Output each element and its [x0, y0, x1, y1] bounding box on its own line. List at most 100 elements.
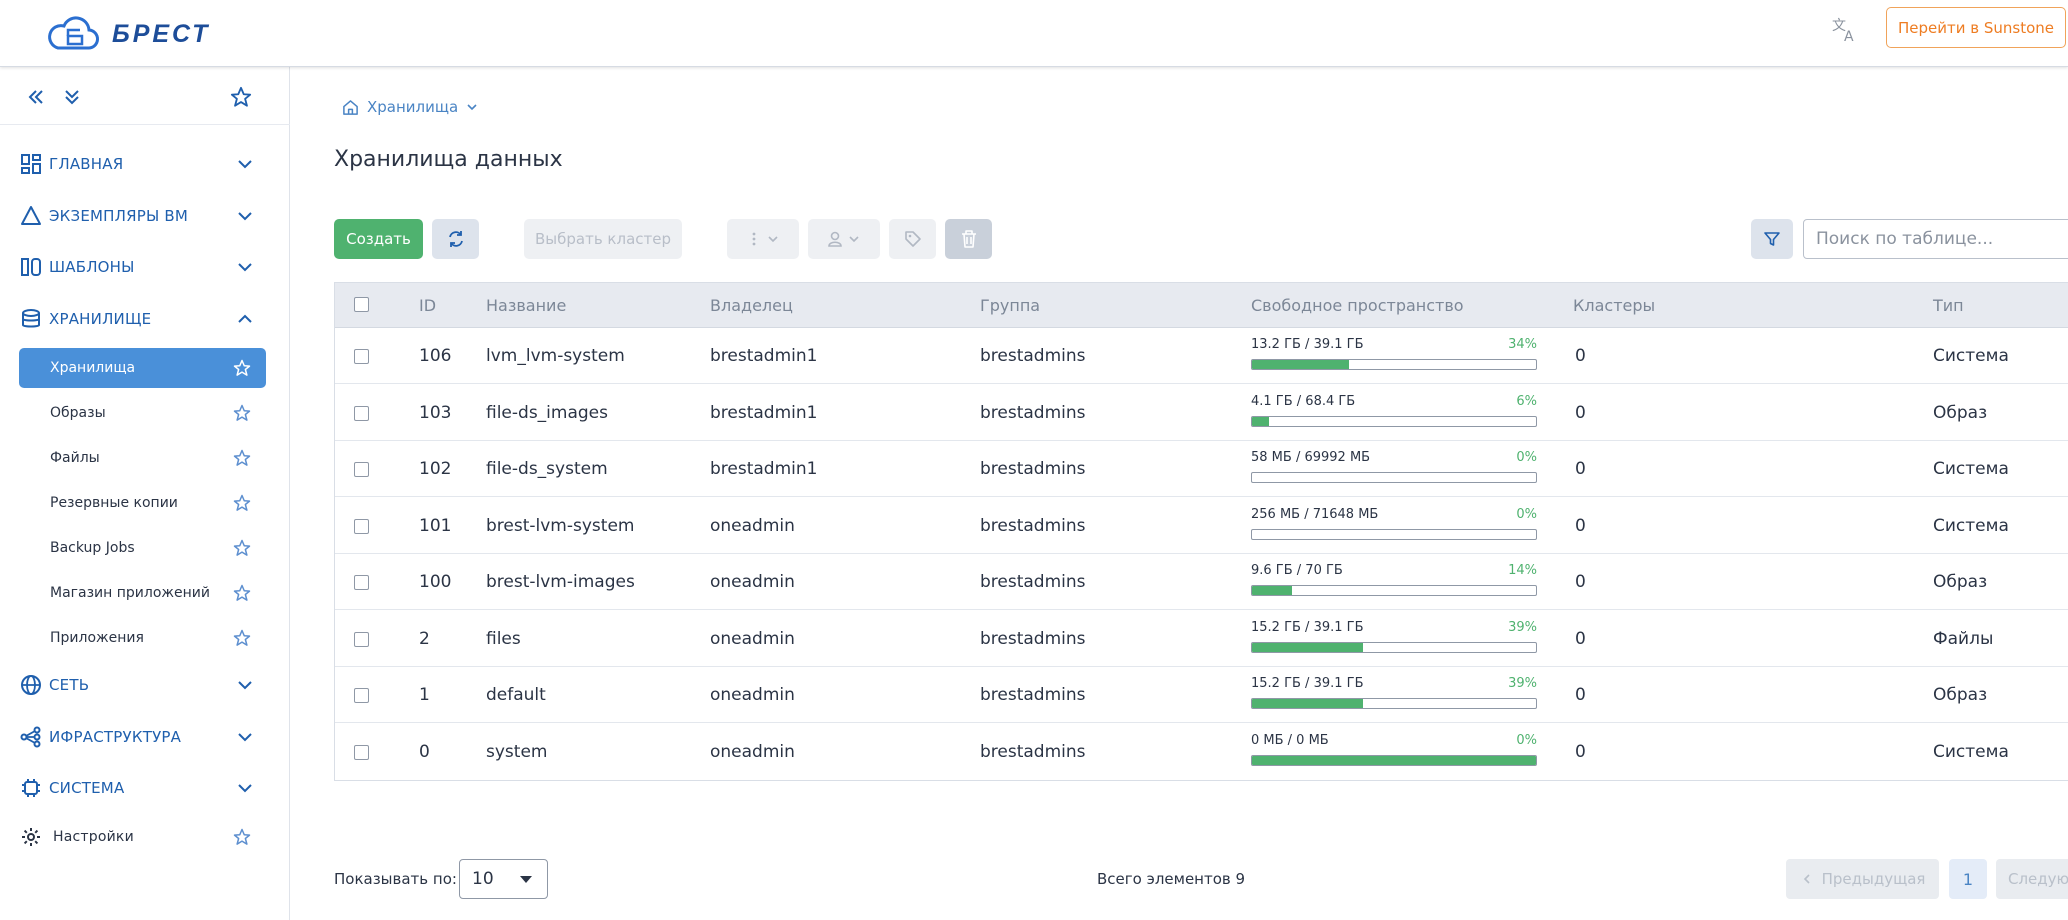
row-checkbox[interactable]	[354, 349, 369, 364]
per-page-value: 10	[472, 869, 494, 889]
labels-button[interactable]	[889, 219, 936, 259]
per-page-select[interactable]: 10	[459, 859, 548, 899]
table-row[interactable]: 2 files oneadmin brestadmins 0 Файлы 15.2 ГБ /…	[335, 611, 2068, 667]
sidebar-item-label: Хранилища	[50, 360, 136, 376]
cell-name: default	[486, 685, 546, 705]
change-owner-button[interactable]	[808, 219, 880, 259]
chevron-down-icon	[238, 733, 252, 742]
cell-name: brest-lvm-images	[486, 572, 635, 592]
capacity-cell: 0 МБ / 0 МБ 0%	[1251, 732, 1537, 772]
sidebar-item-label: Резервные копии	[50, 495, 178, 511]
sidebar-section-templates[interactable]: ШАБЛОНЫ	[0, 247, 290, 287]
row-checkbox[interactable]	[354, 462, 369, 477]
expand-double-chevron-down-icon[interactable]	[62, 87, 82, 107]
sidebar-section-network[interactable]: СЕТЬ	[0, 665, 290, 705]
star-icon[interactable]	[230, 86, 252, 108]
sidebar-section-storage[interactable]: ХРАНИЛИЩЕ	[0, 299, 290, 339]
star-icon[interactable]	[233, 828, 251, 846]
sidebar-item-backup-jobs[interactable]: Backup Jobs	[19, 528, 266, 568]
sidebar-item-datastores[interactable]: Хранилища	[19, 348, 266, 388]
star-icon[interactable]	[233, 584, 251, 602]
sidebar-controls	[0, 67, 290, 125]
delete-button[interactable]	[945, 219, 992, 259]
sidebar-item-marketplaces[interactable]: Магазин приложений	[19, 573, 266, 613]
row-checkbox[interactable]	[354, 744, 369, 760]
go-to-sunstone-button[interactable]: Перейти в Sunstone	[1886, 7, 2066, 48]
column-header-name[interactable]: Название	[486, 296, 567, 315]
star-icon[interactable]	[233, 449, 251, 467]
refresh-button[interactable]	[432, 219, 479, 259]
table-row[interactable]: 103 file-ds_images brestadmin1 brestadmins 0…	[335, 385, 2068, 441]
star-icon[interactable]	[233, 404, 251, 422]
capacity-progress-fill	[1252, 755, 1536, 765]
cell-type: Система	[1933, 515, 2009, 536]
star-icon[interactable]	[233, 539, 251, 557]
cell-owner: oneadmin	[710, 685, 795, 705]
collapse-double-chevron-left-icon[interactable]	[26, 87, 46, 107]
cell-id: 1	[419, 685, 430, 705]
select-all-checkbox[interactable]	[354, 297, 369, 312]
brest-logo[interactable]: БРЕСТ	[44, 10, 210, 58]
previous-page-button[interactable]: Предыдущая	[1786, 859, 1939, 899]
svg-text:文: 文	[1832, 18, 1846, 34]
translate-icon[interactable]: 文 A	[1830, 14, 1860, 44]
column-header-id[interactable]: ID	[419, 296, 437, 315]
table-row[interactable]: 1 default oneadmin brestadmins 0 Образ 15.2 ГБ…	[335, 667, 2068, 723]
sidebar-item-files[interactable]: Файлы	[19, 438, 266, 478]
table-row[interactable]: 101 brest-lvm-system oneadmin brestadmins 0 С…	[335, 498, 2068, 554]
breadcrumb[interactable]: Хранилища	[342, 98, 479, 116]
table-row[interactable]: 106 lvm_lvm-system brestadmin1 brestadmins 0…	[335, 328, 2068, 384]
star-icon[interactable]	[233, 494, 251, 512]
sidebar-item-label: Магазин приложений	[50, 585, 210, 601]
sidebar-section-vm-instances[interactable]: ЭКЗЕМПЛЯРЫ ВМ	[0, 196, 290, 236]
capacity-text: 256 МБ / 71648 МБ	[1251, 506, 1379, 522]
sidebar-item-settings[interactable]: Настройки	[0, 817, 290, 857]
page-number-button[interactable]: 1	[1949, 859, 1987, 899]
sidebar-item-apps[interactable]: Приложения	[19, 618, 266, 658]
table-row[interactable]: 100 brest-lvm-images oneadmin brestadmins 0 О…	[335, 554, 2068, 610]
datastores-table: ID Название Владелец Группа Свободное пр…	[334, 282, 2068, 781]
cell-type: Образ	[1933, 685, 1988, 705]
row-checkbox[interactable]	[354, 518, 369, 534]
capacity-percent: 0%	[1516, 506, 1537, 522]
row-checkbox[interactable]	[354, 631, 369, 647]
capacity-progress-fill	[1252, 586, 1292, 595]
cell-type: Файлы	[1933, 628, 1994, 649]
select-cluster-button[interactable]: Выбрать кластер	[524, 219, 682, 259]
cell-id: 0	[419, 741, 430, 762]
more-actions-button[interactable]	[727, 219, 799, 259]
capacity-cell: 15.2 ГБ / 39.1 ГБ 39%	[1251, 619, 1537, 659]
column-header-free-space[interactable]: Свободное пространство	[1251, 296, 1464, 315]
cell-owner: brestadmin1	[710, 346, 818, 366]
cell-name: brest-lvm-system	[486, 515, 635, 536]
table-search-input[interactable]: Поиск по таблице...	[1803, 219, 2068, 259]
row-checkbox[interactable]	[354, 688, 369, 703]
column-header-type[interactable]: Тип	[1933, 296, 1964, 315]
sidebar-section-label: ГЛАВНАЯ	[49, 155, 124, 173]
table-row[interactable]: 102 file-ds_system brestadmin1 brestadmins 0…	[335, 441, 2068, 497]
table-row[interactable]: 0 system oneadmin brestadmins 0 Система 0 МБ /…	[335, 724, 2068, 780]
svg-text:A: A	[1844, 29, 1854, 44]
sidebar-item-images[interactable]: Образы	[19, 393, 266, 433]
row-checkbox[interactable]	[354, 405, 369, 421]
next-page-button[interactable]: Следующая	[1996, 859, 2068, 899]
cell-clusters: 0	[1575, 402, 1586, 423]
capacity-text: 0 МБ / 0 МБ	[1251, 732, 1329, 748]
previous-page-label: Предыдущая	[1821, 870, 1926, 888]
sidebar-section-system[interactable]: СИСТЕМА	[0, 768, 290, 808]
row-checkbox[interactable]	[354, 575, 369, 590]
sidebar-section-infrastructure[interactable]: ИФРАСТРУКТУРА	[0, 717, 290, 757]
column-header-clusters[interactable]: Кластеры	[1573, 296, 1656, 315]
capacity-percent: 0%	[1516, 450, 1537, 465]
star-icon[interactable]	[233, 359, 251, 377]
total-items: Всего элементов 9	[1097, 870, 1246, 888]
cell-group: brestadmins	[980, 685, 1086, 705]
filter-button[interactable]	[1751, 219, 1793, 259]
column-header-owner[interactable]: Владелец	[710, 296, 793, 315]
create-button[interactable]: Создать	[334, 219, 423, 259]
sidebar-section-main[interactable]: ГЛАВНАЯ	[0, 144, 290, 184]
column-header-group[interactable]: Группа	[980, 296, 1041, 315]
sidebar-item-backups[interactable]: Резервные копии	[19, 483, 266, 523]
cell-clusters: 0	[1575, 628, 1586, 649]
star-icon[interactable]	[233, 629, 251, 647]
